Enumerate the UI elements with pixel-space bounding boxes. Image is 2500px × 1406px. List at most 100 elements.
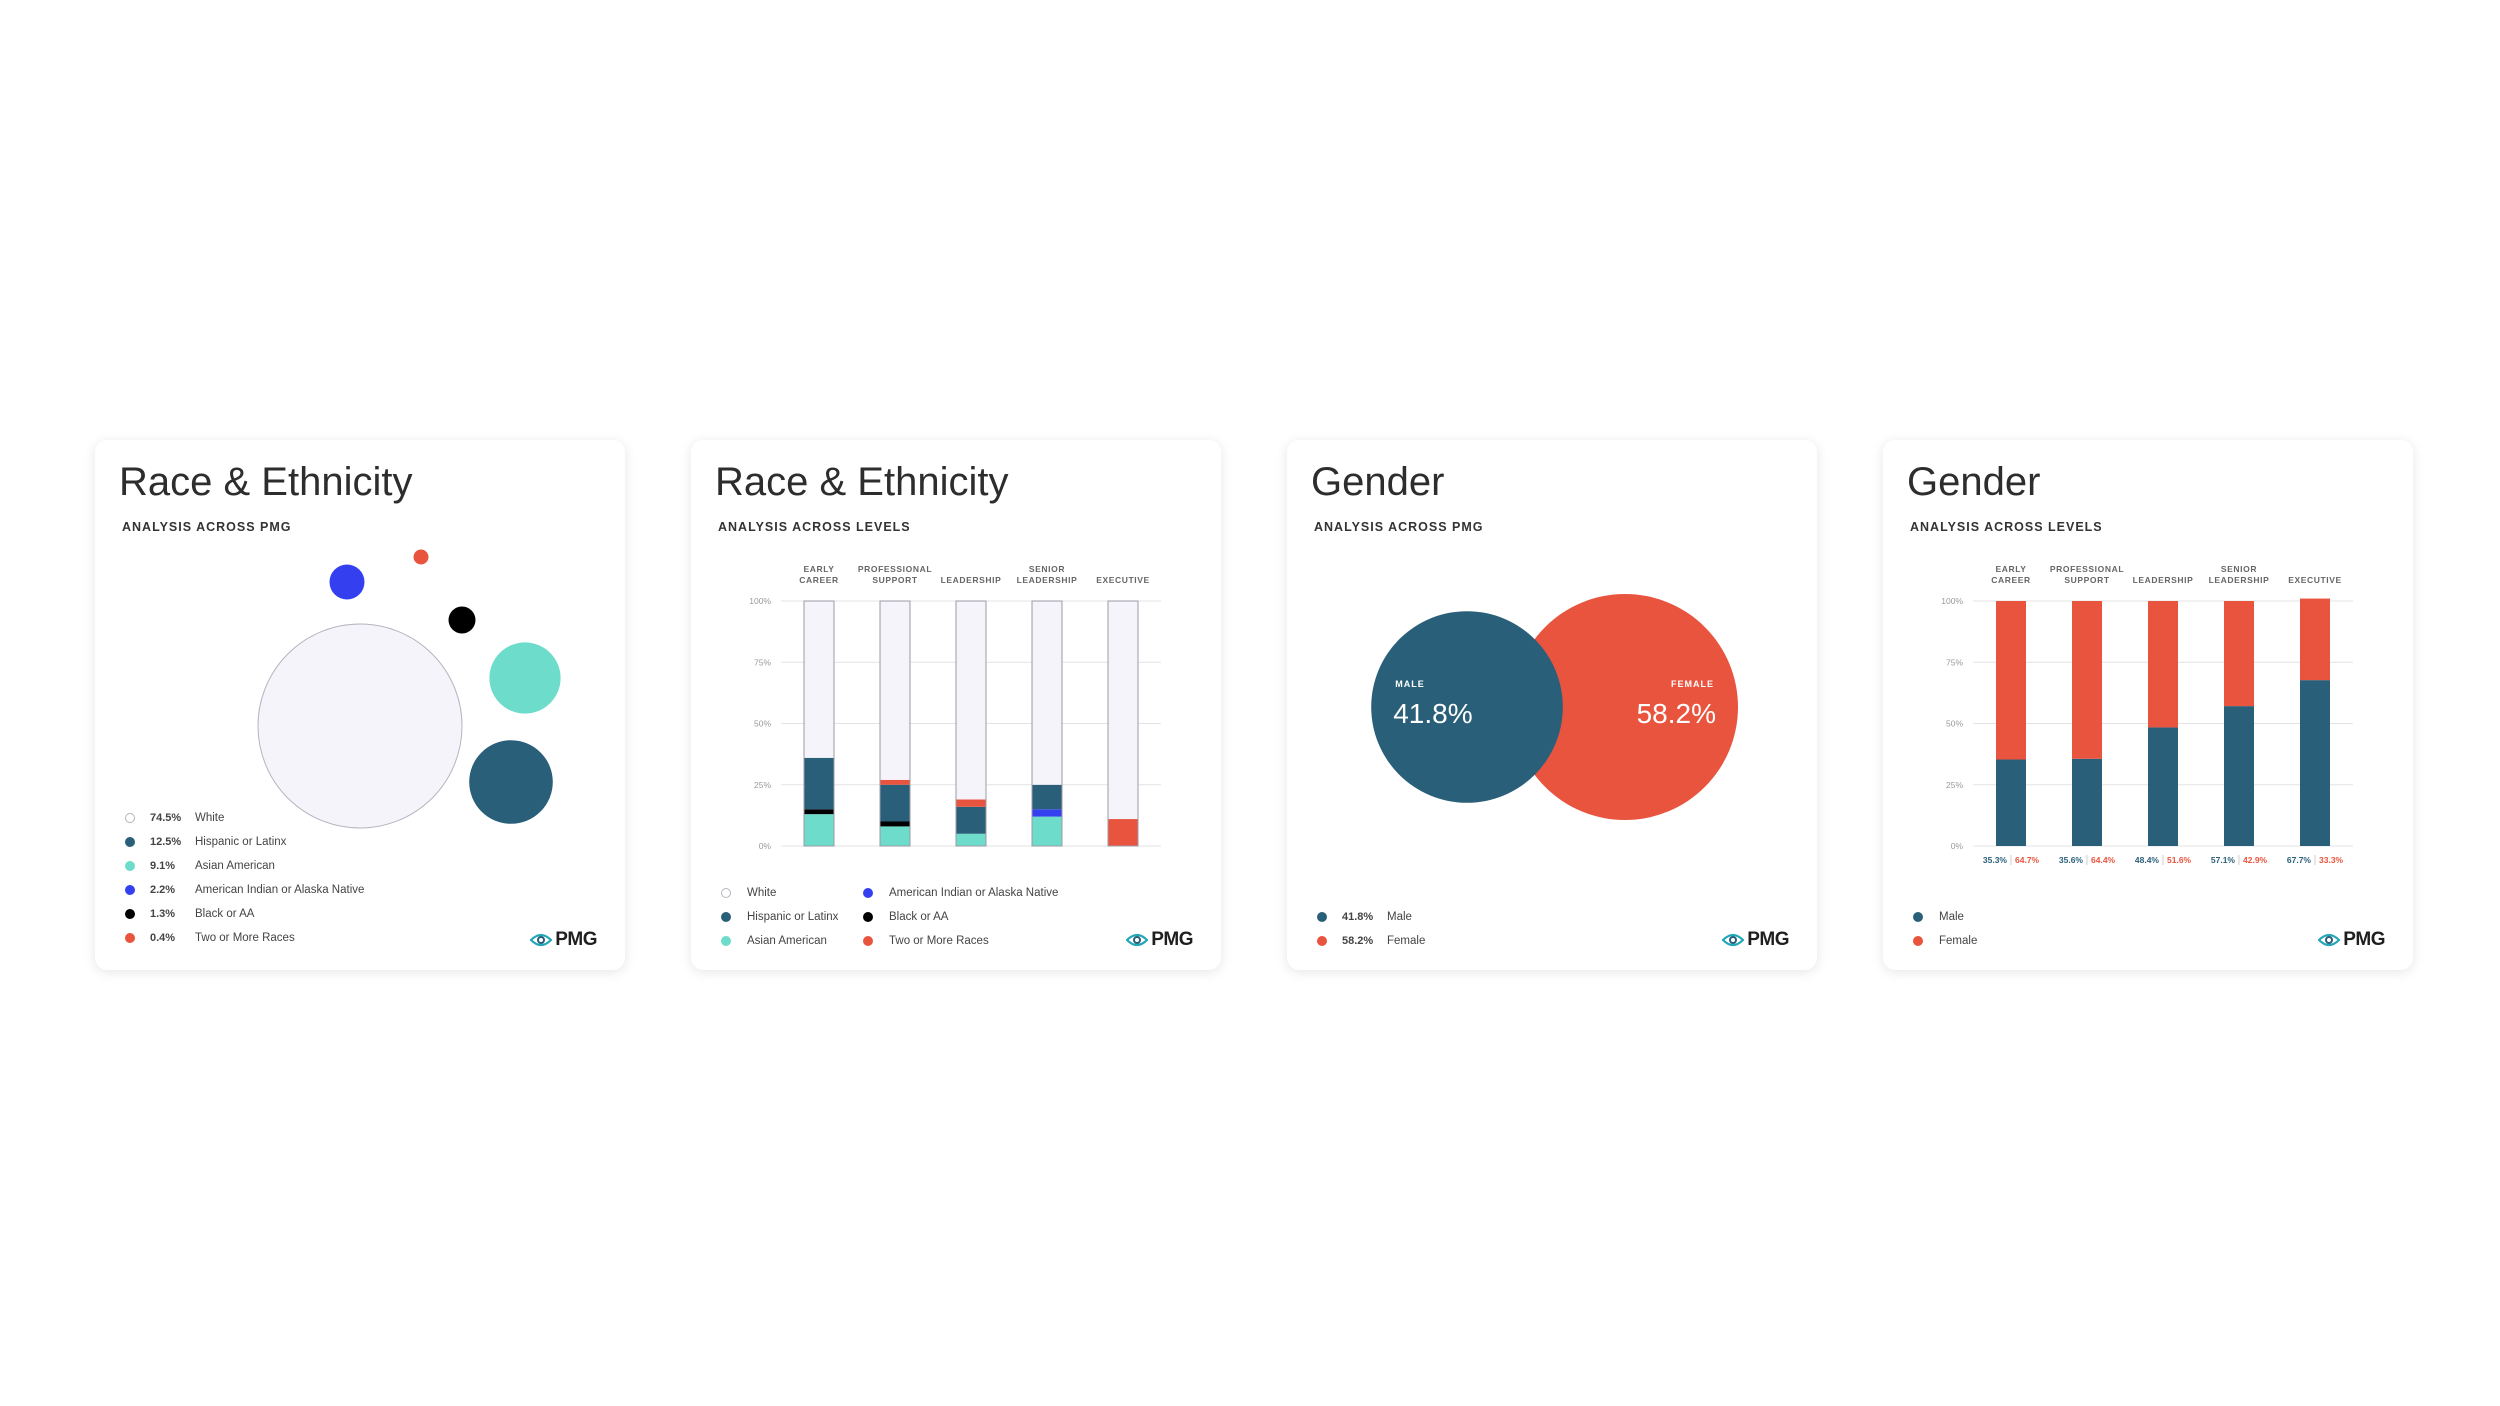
y-tick-label: 75% <box>754 657 771 667</box>
venn-name-male: MALE <box>1395 679 1425 689</box>
card-title: Gender <box>1311 460 1445 504</box>
bar-segment-american-indian-or-alaska-native <box>1032 809 1062 817</box>
bubble-black-or-aa <box>448 606 476 634</box>
y-tick-label: 25% <box>754 780 771 790</box>
bar-segment-female <box>2148 601 2178 728</box>
bubble-american-indian-or-alaska-native <box>329 564 365 600</box>
bubble-asian-american <box>489 642 561 714</box>
legend-label: American Indian or Alaska Native <box>889 887 1059 899</box>
value-label-female: 42.9% <box>2243 855 2268 865</box>
legend-label: Black or AA <box>195 908 255 920</box>
card-gender-levels: Gender ANALYSIS ACROSS LEVELS 0% 25% 50% 75… <box>1883 440 2413 970</box>
venn-name-female: FEMALE <box>1671 679 1714 689</box>
legend-label: Asian American <box>747 935 827 947</box>
bar-segment-asian-american <box>804 814 834 846</box>
value-label-male: 48.4% <box>2135 855 2160 865</box>
y-tick-label: 100% <box>1941 596 1963 606</box>
legend-label: Two or More Races <box>195 932 295 944</box>
legend-label: Black or AA <box>889 911 949 923</box>
y-tick-label: 50% <box>754 719 771 729</box>
category-label: LEADERSHIP <box>1017 575 1078 585</box>
bubble-chart <box>257 549 561 829</box>
pmg-logo-text: PMG <box>555 929 597 950</box>
legend-dot <box>125 909 135 919</box>
pmg-eye-icon <box>530 933 553 947</box>
legend: Male Female <box>1913 909 2213 959</box>
bar-segment-asian-american <box>1032 816 1062 846</box>
card-subtitle: ANALYSIS ACROSS LEVELS <box>1910 520 2103 534</box>
venn-circle-male <box>1371 611 1563 803</box>
bar-segment-white <box>880 601 910 780</box>
card-subtitle: ANALYSIS ACROSS PMG <box>1314 520 1484 534</box>
legend: White Hispanic or Latinx Asian American … <box>721 885 1141 955</box>
legend-dot <box>125 861 135 871</box>
bubble-two-or-more-races <box>413 549 429 565</box>
legend-label: White <box>747 887 777 899</box>
card-subtitle: ANALYSIS ACROSS LEVELS <box>718 520 911 534</box>
y-tick-label: 25% <box>1946 780 1963 790</box>
category-label: EARLY <box>803 564 834 574</box>
y-tick-label: 50% <box>1946 719 1963 729</box>
category-label: LEADERSHIP <box>941 575 1002 585</box>
bar-segment-hispanic-or-latinx <box>804 757 834 810</box>
category-label: SENIOR <box>1029 564 1065 574</box>
category-label: EXECUTIVE <box>1096 575 1150 585</box>
category-label: SUPPORT <box>872 575 917 585</box>
pmg-eye-icon <box>2318 933 2341 947</box>
legend-dot <box>125 885 135 895</box>
legend-pct: 9.1% <box>150 860 176 872</box>
legend-dot <box>721 912 731 922</box>
bar-outline <box>955 600 987 847</box>
bar-segment-hispanic-or-latinx <box>880 784 910 822</box>
legend-pct: 74.5% <box>150 812 182 824</box>
value-label-male: 35.3% <box>1983 855 2008 865</box>
legend-dot <box>125 813 135 823</box>
bar-segment-two-or-more-races <box>956 799 986 807</box>
category-label: EXECUTIVE <box>2288 575 2342 585</box>
pmg-logo-text: PMG <box>2343 929 2385 950</box>
bar-segment-black-or-aa <box>880 821 910 827</box>
pmg-logo: PMG <box>1722 929 1789 950</box>
value-label-male: 35.6% <box>2059 855 2084 865</box>
category-label: LEADERSHIP <box>2133 575 2194 585</box>
legend-label: American Indian or Alaska Native <box>195 884 365 896</box>
category-label: CAREER <box>799 575 839 585</box>
y-tick-label: 75% <box>1946 657 1963 667</box>
y-tick-label: 100% <box>749 596 771 606</box>
value-label-female: 51.6% <box>2167 855 2192 865</box>
legend-dot <box>1317 912 1327 922</box>
card-race-ethnicity-levels: Race & Ethnicity ANALYSIS ACROSS LEVELS … <box>691 440 1221 970</box>
legend-dot <box>1913 912 1923 922</box>
bar-segment-two-or-more-races <box>880 779 910 785</box>
bar-segment-asian-american <box>956 833 986 846</box>
bar-segment-female <box>2072 601 2102 759</box>
category-label: PROFESSIONAL <box>2050 564 2124 574</box>
card-race-ethnicity-pmg: Race & Ethnicity ANALYSIS ACROSS PMG 74.… <box>95 440 625 970</box>
bar-segment-two-or-more-races <box>1108 819 1138 846</box>
pmg-eye-icon <box>1722 933 1745 947</box>
legend-dot <box>125 933 135 943</box>
legend-dot <box>721 888 731 898</box>
pmg-logo-text: PMG <box>1747 929 1789 950</box>
legend-label: Female <box>1939 935 1978 947</box>
legend-label: Male <box>1387 911 1412 923</box>
bar-segment-white <box>1108 601 1138 820</box>
category-label: LEADERSHIP <box>2209 575 2270 585</box>
y-tick-label: 0% <box>1951 841 1964 851</box>
bubble-white <box>257 623 463 829</box>
card-title: Gender <box>1907 460 2041 504</box>
value-label-female: 33.3% <box>2319 855 2344 865</box>
legend-dot <box>863 912 873 922</box>
legend-label: White <box>195 812 225 824</box>
bar-outline <box>803 600 835 847</box>
value-label-female: 64.7% <box>2015 855 2040 865</box>
card-title: Race & Ethnicity <box>715 460 1009 504</box>
bar-segment-male <box>2072 758 2102 846</box>
bar-segment-male <box>2148 727 2178 846</box>
pmg-eye-icon <box>1126 933 1149 947</box>
pmg-logo: PMG <box>530 929 597 950</box>
legend-pct: 58.2% <box>1342 935 1374 947</box>
bar-segment-male <box>2224 706 2254 846</box>
